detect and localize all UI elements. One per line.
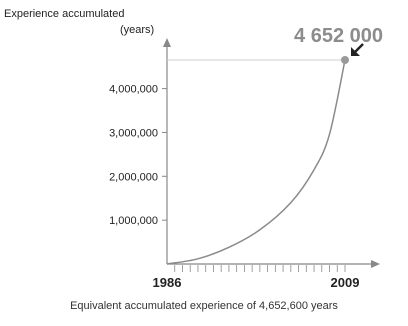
end-value-annotation: 4 652 000 [294,25,383,47]
x-axis-ticks: 1986 2009 [153,265,360,290]
y-axis-label: Experience accumulated (years) [4,6,182,38]
y-axis-label-line-2: (years) [120,24,155,36]
x-axis-arrow-icon [371,260,380,268]
arrow-head [351,47,360,56]
y-axis-ticks: 1,000,000 2,000,000 3,000,000 4,000,000 [109,84,167,227]
chart-axes [163,38,380,268]
annotation-arrow-icon [351,43,364,56]
y-tick-label: 2,000,000 [109,171,158,183]
y-tick-label: 4,000,000 [109,84,158,96]
x-tick-label-end: 2009 [331,275,360,290]
chart-caption: Equivalent accumulated experience of 4,6… [70,300,338,312]
y-axis-arrow-icon [163,38,171,47]
y-axis-label-line-1: Experience accumulated [4,8,125,20]
end-data-point [341,56,349,64]
y-tick-label: 3,000,000 [109,127,158,139]
y-tick-label: 1,000,000 [109,215,158,227]
x-tick-label-start: 1986 [153,275,182,290]
series-line [166,59,346,265]
